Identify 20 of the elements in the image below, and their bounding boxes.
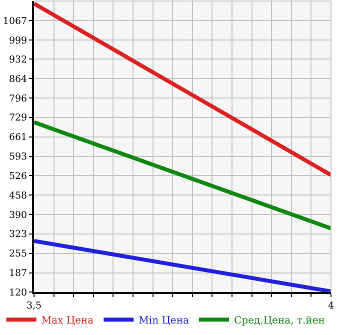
legend-label: Max Цена: [41, 315, 94, 326]
y-tick-label: 999: [8, 35, 28, 46]
y-tick-label: 187: [8, 268, 28, 280]
x-tick-label: 4: [328, 300, 334, 312]
y-tick-label: 796: [8, 94, 28, 105]
legend-label: Сред.Цена, т.йен: [234, 315, 326, 326]
y-tick-label: 864: [8, 74, 28, 86]
y-tick-label: 729: [8, 112, 28, 124]
y-tick-label: 323: [8, 229, 28, 240]
legend-label: Min Цена: [138, 315, 190, 326]
y-tick-label: 1067: [2, 16, 28, 27]
y-tick-label: 526: [8, 170, 28, 182]
y-tick-label: 458: [8, 190, 28, 202]
y-tick-label: 593: [8, 152, 28, 163]
y-tick-label: 661: [8, 132, 28, 144]
x-tick-label: 3,5: [26, 300, 42, 312]
y-tick-label: 120: [8, 287, 28, 298]
y-tick-label: 255: [8, 248, 28, 260]
y-tick-label: 390: [8, 210, 28, 221]
y-tick-label: 932: [8, 54, 28, 66]
